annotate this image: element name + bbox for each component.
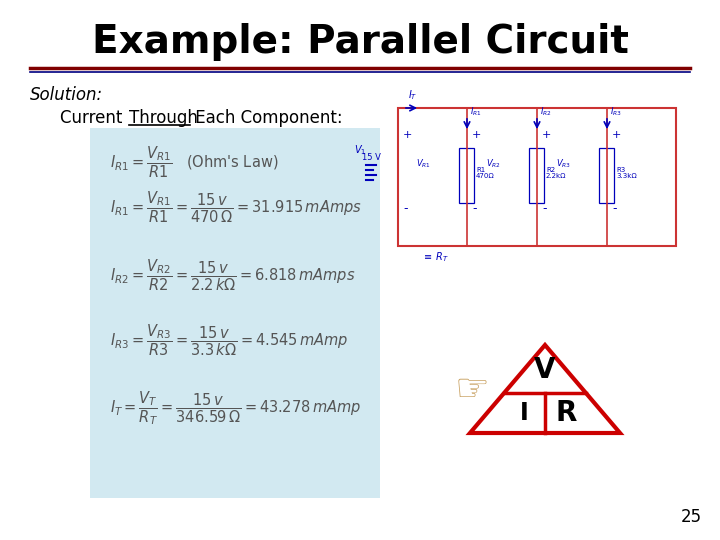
Text: $V_{R2}$: $V_{R2}$ [486, 157, 501, 170]
Text: 25: 25 [681, 508, 702, 526]
Text: $I_{R3}$: $I_{R3}$ [610, 106, 622, 118]
Text: +: + [403, 130, 413, 140]
Text: +: + [472, 130, 482, 140]
Bar [459, 148, 474, 203]
Bar [398, 108, 676, 246]
Text: +: + [612, 130, 621, 140]
Text: $I_{R1}$: $I_{R1}$ [470, 106, 482, 118]
Text: Current: Current [60, 109, 127, 127]
Text: ☞: ☞ [454, 371, 490, 409]
Text: $I_{R1} = \dfrac{V_{R1}}{R1} = \dfrac{15\,v}{470\,\Omega} = 31.915\,mAmps$: $I_{R1} = \dfrac{V_{R1}}{R1} = \dfrac{15… [110, 190, 362, 225]
Text: Each Component:: Each Component: [189, 109, 342, 127]
Text: R3
3.3kΩ: R3 3.3kΩ [616, 166, 636, 179]
Text: -: - [612, 202, 616, 215]
Text: -: - [472, 202, 477, 215]
Bar [599, 148, 614, 203]
Text: $I_{R3} = \dfrac{V_{R3}}{R3} = \dfrac{15\,v}{3.3\,k\Omega} = 4.545\,mAmp$: $I_{R3} = \dfrac{V_{R3}}{R3} = \dfrac{15… [110, 322, 348, 357]
Text: R: R [555, 399, 577, 427]
Text: $I_{R1} = \dfrac{V_{R1}}{R1}$   (Ohm's Law): $I_{R1} = \dfrac{V_{R1}}{R1}$ (Ohm's Law… [110, 144, 279, 180]
Text: Solution:: Solution: [30, 86, 103, 104]
Text: $V_{R3}$: $V_{R3}$ [556, 157, 571, 170]
Text: $I_{R2} = \dfrac{V_{R2}}{R2} = \dfrac{15\,v}{2.2\,k\Omega} = 6.818\,mAmps$: $I_{R2} = \dfrac{V_{R2}}{R2} = \dfrac{15… [110, 258, 356, 293]
Text: +: + [542, 130, 552, 140]
Bar [90, 128, 380, 498]
Text: $I_T$: $I_T$ [408, 88, 418, 102]
Text: Through: Through [129, 109, 198, 127]
Text: $V_1$: $V_1$ [354, 143, 366, 157]
Text: Example: Parallel Circuit: Example: Parallel Circuit [91, 23, 629, 61]
Text: -: - [542, 202, 546, 215]
Text: V: V [534, 356, 556, 383]
Text: $\equiv\, R_T$: $\equiv\, R_T$ [422, 250, 449, 264]
Text: $V_{R1}$: $V_{R1}$ [416, 157, 431, 170]
Text: R2
2.2kΩ: R2 2.2kΩ [546, 166, 567, 179]
Text: $I_{R2}$: $I_{R2}$ [540, 106, 552, 118]
Text: 15 V: 15 V [362, 153, 381, 162]
Text: I: I [520, 401, 528, 425]
Text: R1
470Ω: R1 470Ω [476, 166, 495, 179]
Text: -: - [403, 202, 408, 215]
Text: $I_{T} = \dfrac{V_{T}}{R_{T}} = \dfrac{15\,v}{346.59\,\Omega} = 43.278\,mAmp$: $I_{T} = \dfrac{V_{T}}{R_{T}} = \dfrac{1… [110, 389, 361, 427]
Bar [529, 148, 544, 203]
